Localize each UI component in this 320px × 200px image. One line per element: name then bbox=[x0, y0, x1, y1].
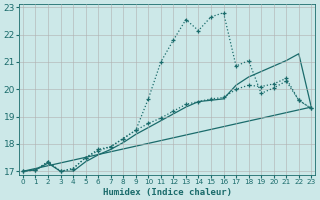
X-axis label: Humidex (Indice chaleur): Humidex (Indice chaleur) bbox=[103, 188, 232, 197]
